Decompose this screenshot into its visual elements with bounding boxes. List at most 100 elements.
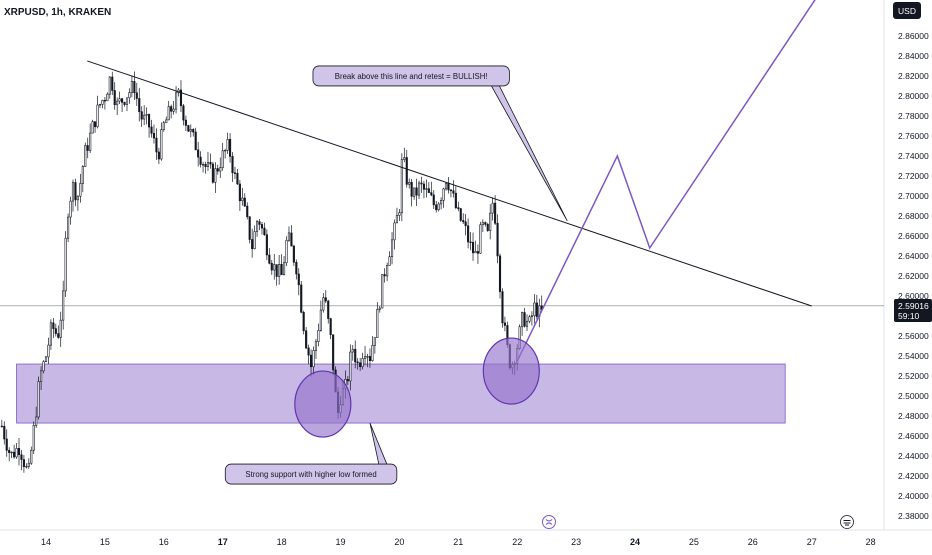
candle <box>403 147 406 163</box>
candle <box>175 86 178 114</box>
grid <box>0 0 932 531</box>
candle <box>255 219 259 237</box>
descending-trendline[interactable] <box>87 60 812 307</box>
candle <box>206 151 210 171</box>
time-tick-label: 27 <box>807 537 817 547</box>
currency-button[interactable]: USD <box>893 2 921 19</box>
candle <box>282 255 286 276</box>
candle <box>160 122 163 161</box>
candle <box>204 161 207 174</box>
highlight-circle[interactable] <box>482 337 540 405</box>
candle <box>528 314 531 324</box>
candle <box>410 178 413 207</box>
candle <box>464 214 467 236</box>
candle <box>278 254 281 285</box>
candle <box>481 219 484 233</box>
time-tick-label: 15 <box>100 537 110 547</box>
support-zone[interactable] <box>16 363 786 424</box>
candle <box>376 302 379 338</box>
candle <box>241 187 244 206</box>
candle <box>275 264 278 286</box>
candle <box>368 348 372 368</box>
candle <box>359 357 362 371</box>
last-price-value: 2.59016 <box>898 301 929 311</box>
candle <box>494 195 497 226</box>
candle <box>479 221 482 254</box>
candle <box>182 103 185 126</box>
annotation-callout[interactable]: Break above this line and retest = BULLI… <box>312 65 568 222</box>
time-tick-label: 19 <box>335 537 345 547</box>
candle <box>15 442 18 459</box>
candle <box>346 376 349 386</box>
candle <box>378 306 381 313</box>
callout-box <box>312 65 510 87</box>
candle <box>523 307 526 328</box>
time-axis[interactable]: 14 15 16 17 18 19 20 21 22 23 24 25 26 27 28 <box>41 537 876 547</box>
candle <box>118 91 121 105</box>
candle <box>157 147 160 165</box>
price-tick-label: 2.54000 <box>898 351 929 361</box>
highlight-circle[interactable] <box>294 370 352 438</box>
candle <box>67 213 70 243</box>
price-tick-label: 2.46000 <box>898 431 929 441</box>
candle <box>332 334 335 375</box>
price-tick-label: 2.84000 <box>898 51 929 61</box>
candle <box>437 202 440 212</box>
candle <box>295 259 298 280</box>
settings-icon[interactable] <box>840 515 854 529</box>
candle <box>484 221 487 227</box>
bullish-projection-path[interactable] <box>516 0 817 362</box>
candle <box>211 161 214 184</box>
candle <box>135 82 138 106</box>
time-tick-label: 23 <box>571 537 581 547</box>
time-tick-label: 25 <box>689 537 699 547</box>
candle <box>91 119 94 134</box>
candle <box>351 345 354 361</box>
candle <box>300 280 303 314</box>
candle <box>265 229 268 261</box>
candle <box>224 148 227 159</box>
candle <box>98 103 102 109</box>
currency-label: USD <box>898 6 916 16</box>
candle <box>474 240 477 254</box>
candle <box>440 197 443 210</box>
candle <box>253 225 256 250</box>
candle <box>89 123 92 154</box>
candle <box>430 181 433 197</box>
candle <box>388 251 391 266</box>
price-tick-label: 2.56000 <box>898 331 929 341</box>
candle <box>349 344 352 391</box>
candle <box>503 316 506 332</box>
candle <box>373 337 376 354</box>
candle <box>13 444 16 459</box>
candle <box>44 355 48 363</box>
price-tick-label: 2.78000 <box>898 111 929 121</box>
annotation-callout[interactable]: Strong support with higher low formed <box>224 422 398 485</box>
candle <box>108 76 111 99</box>
candle <box>383 268 386 283</box>
candle <box>170 104 173 119</box>
candle <box>8 447 11 462</box>
candle <box>138 87 141 122</box>
candle <box>417 180 421 199</box>
candle <box>62 280 65 330</box>
price-tick-label: 2.40000 <box>898 491 929 501</box>
last-price-badge: 2.59016 59:10 <box>894 299 932 322</box>
candle <box>452 180 455 198</box>
price-axis[interactable]: 2.86000 2.84000 2.82000 2.80000 2.78000 2.760… <box>898 31 929 521</box>
candle <box>116 97 119 116</box>
candle <box>32 421 35 455</box>
candle <box>27 458 30 469</box>
candle <box>229 133 232 163</box>
candle <box>71 179 75 212</box>
price-tick-label: 2.86000 <box>898 31 929 41</box>
candle <box>233 166 237 180</box>
candle <box>425 179 428 198</box>
candle <box>155 128 158 160</box>
candle <box>415 178 418 206</box>
candle <box>319 300 322 332</box>
candle <box>521 311 524 336</box>
time-tick-label: 14 <box>41 537 51 547</box>
candle <box>57 325 60 339</box>
